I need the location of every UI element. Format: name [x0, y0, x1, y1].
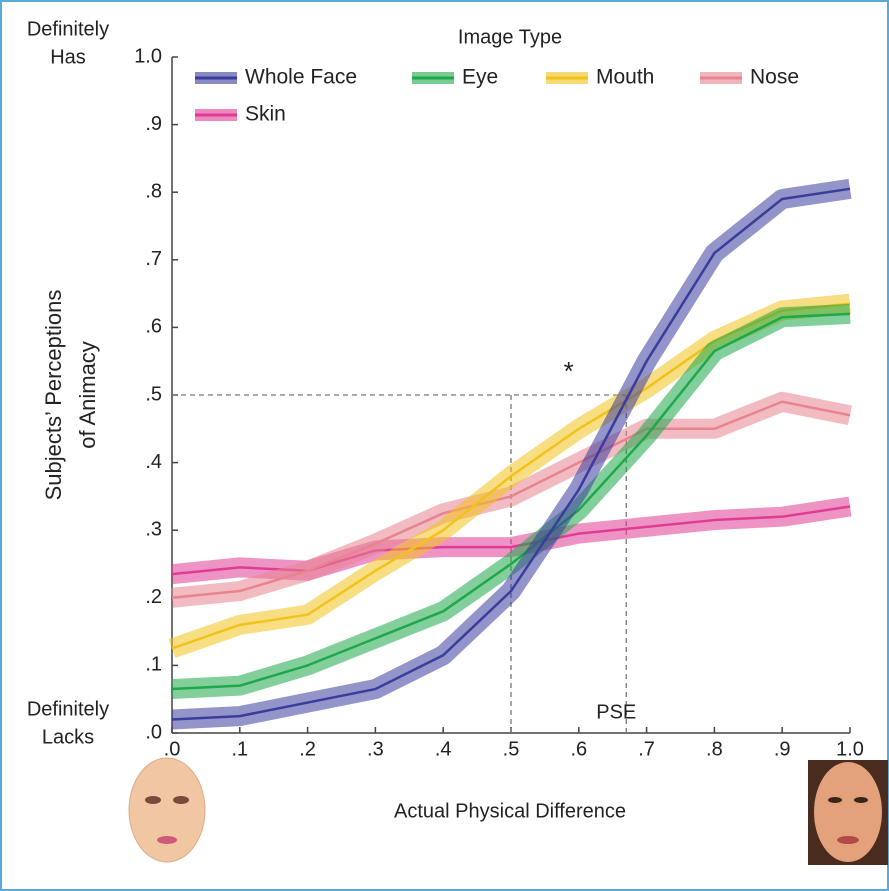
y-top-label: Has — [50, 46, 86, 68]
x-tick-label: .0 — [164, 738, 181, 760]
y-axis-label-line: Subjects’ Perceptions — [41, 290, 66, 501]
x-tick-label: .4 — [435, 738, 452, 760]
y-top-label: Definitely — [27, 18, 109, 40]
annotation: * — [564, 356, 574, 386]
y-tick-label: .2 — [145, 586, 162, 608]
annotation: PSE — [596, 701, 636, 723]
face-right — [808, 760, 888, 865]
legend-label: Skin — [245, 103, 286, 126]
legend-label: Whole Face — [245, 66, 357, 89]
x-tick-label: .3 — [367, 738, 384, 760]
y-tick-label: .8 — [145, 180, 162, 202]
legend-label: Nose — [750, 66, 799, 89]
x-tick-label: .8 — [706, 738, 723, 760]
y-axis-label: Subjects’ Perceptions of Animacy — [41, 290, 100, 501]
face-left — [129, 758, 205, 862]
y-tick-label: .4 — [145, 451, 162, 473]
x-tick-label: .6 — [570, 738, 587, 760]
y-tick-label: .1 — [145, 654, 162, 676]
y-tick-label: .5 — [145, 383, 162, 405]
chart: Image Type Actual Physical Difference Su… — [0, 0, 889, 891]
x-tick-label: .5 — [503, 738, 520, 760]
y-axis-label-line: of Animacy — [75, 341, 100, 449]
y-tick-label: .3 — [145, 518, 162, 540]
x-tick-label: .2 — [299, 738, 316, 760]
y-bottom-label: Definitely — [27, 698, 109, 720]
y-tick-label: .9 — [145, 113, 162, 135]
y-tick-label: .7 — [145, 248, 162, 270]
legend-title: Image Type — [458, 26, 562, 48]
y-tick-label: .6 — [145, 316, 162, 338]
y-bottom-label: Lacks — [42, 726, 94, 748]
legend-label: Mouth — [596, 66, 654, 89]
y-tick-label: 1.0 — [134, 45, 162, 67]
x-tick-label: .1 — [231, 738, 248, 760]
x-tick-label: .9 — [774, 738, 791, 760]
x-axis-label: Actual Physical Difference — [394, 800, 626, 822]
x-tick-label: 1.0 — [836, 738, 864, 760]
legend-label: Eye — [462, 66, 498, 89]
y-tick-label: .0 — [145, 721, 162, 743]
x-tick-label: .7 — [638, 738, 655, 760]
